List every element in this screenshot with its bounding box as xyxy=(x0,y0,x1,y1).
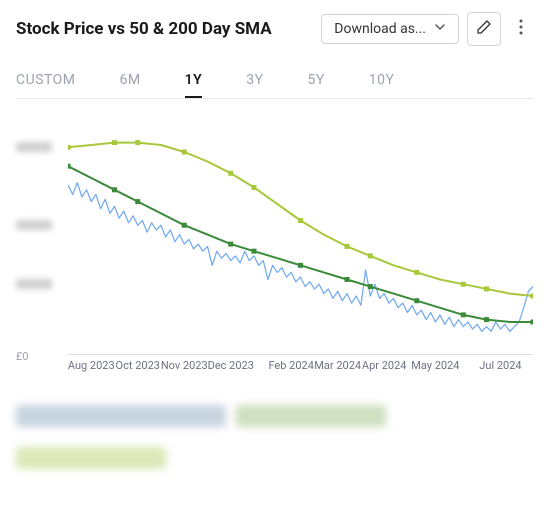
edit-button[interactable] xyxy=(467,12,501,46)
x-tick-label: Feb 2024 xyxy=(268,359,313,372)
chart-plot[interactable] xyxy=(68,119,533,355)
timeframe-tabs: CUSTOM 6M 1Y 3Y 5Y 10Y xyxy=(16,64,533,99)
x-tick-label: Mar 2024 xyxy=(314,359,361,372)
chart-title: Stock Price vs 50 & 200 Day SMA xyxy=(16,19,313,39)
tab-5y[interactable]: 5Y xyxy=(308,64,325,98)
chart-legend xyxy=(16,405,533,469)
x-tick-label: Nov 2023 xyxy=(161,359,208,372)
kebab-icon xyxy=(519,19,523,39)
y-tick-label xyxy=(16,142,52,152)
legend-item xyxy=(16,405,226,427)
y-tick-label xyxy=(16,220,52,230)
y-tick-label xyxy=(16,279,52,289)
legend-item xyxy=(16,447,166,469)
x-tick-label: Jul 2024 xyxy=(479,359,521,372)
more-menu-button[interactable] xyxy=(509,12,533,46)
x-tick-label: Oct 2023 xyxy=(116,359,160,372)
pencil-icon xyxy=(476,19,492,39)
tab-3y[interactable]: 3Y xyxy=(246,64,263,98)
x-tick-label: Dec 2023 xyxy=(208,359,254,372)
tab-custom[interactable]: CUSTOM xyxy=(16,64,76,98)
tab-10y[interactable]: 10Y xyxy=(369,64,395,98)
chevron-down-icon xyxy=(434,21,446,37)
download-button[interactable]: Download as... xyxy=(321,14,459,44)
tab-1y[interactable]: 1Y xyxy=(185,64,203,98)
download-label: Download as... xyxy=(334,21,426,37)
x-tick-label: Aug 2023 xyxy=(68,359,115,372)
x-tick-label: Apr 2024 xyxy=(362,359,407,372)
tab-6m[interactable]: 6M xyxy=(120,64,141,98)
legend-item xyxy=(236,405,386,427)
y-tick-label: £0 xyxy=(16,350,29,363)
chart-area: £0 Aug 2023Oct 2023Nov 2023Dec 2023 Feb 2… xyxy=(16,119,533,379)
x-tick-label: May 2024 xyxy=(411,359,459,372)
